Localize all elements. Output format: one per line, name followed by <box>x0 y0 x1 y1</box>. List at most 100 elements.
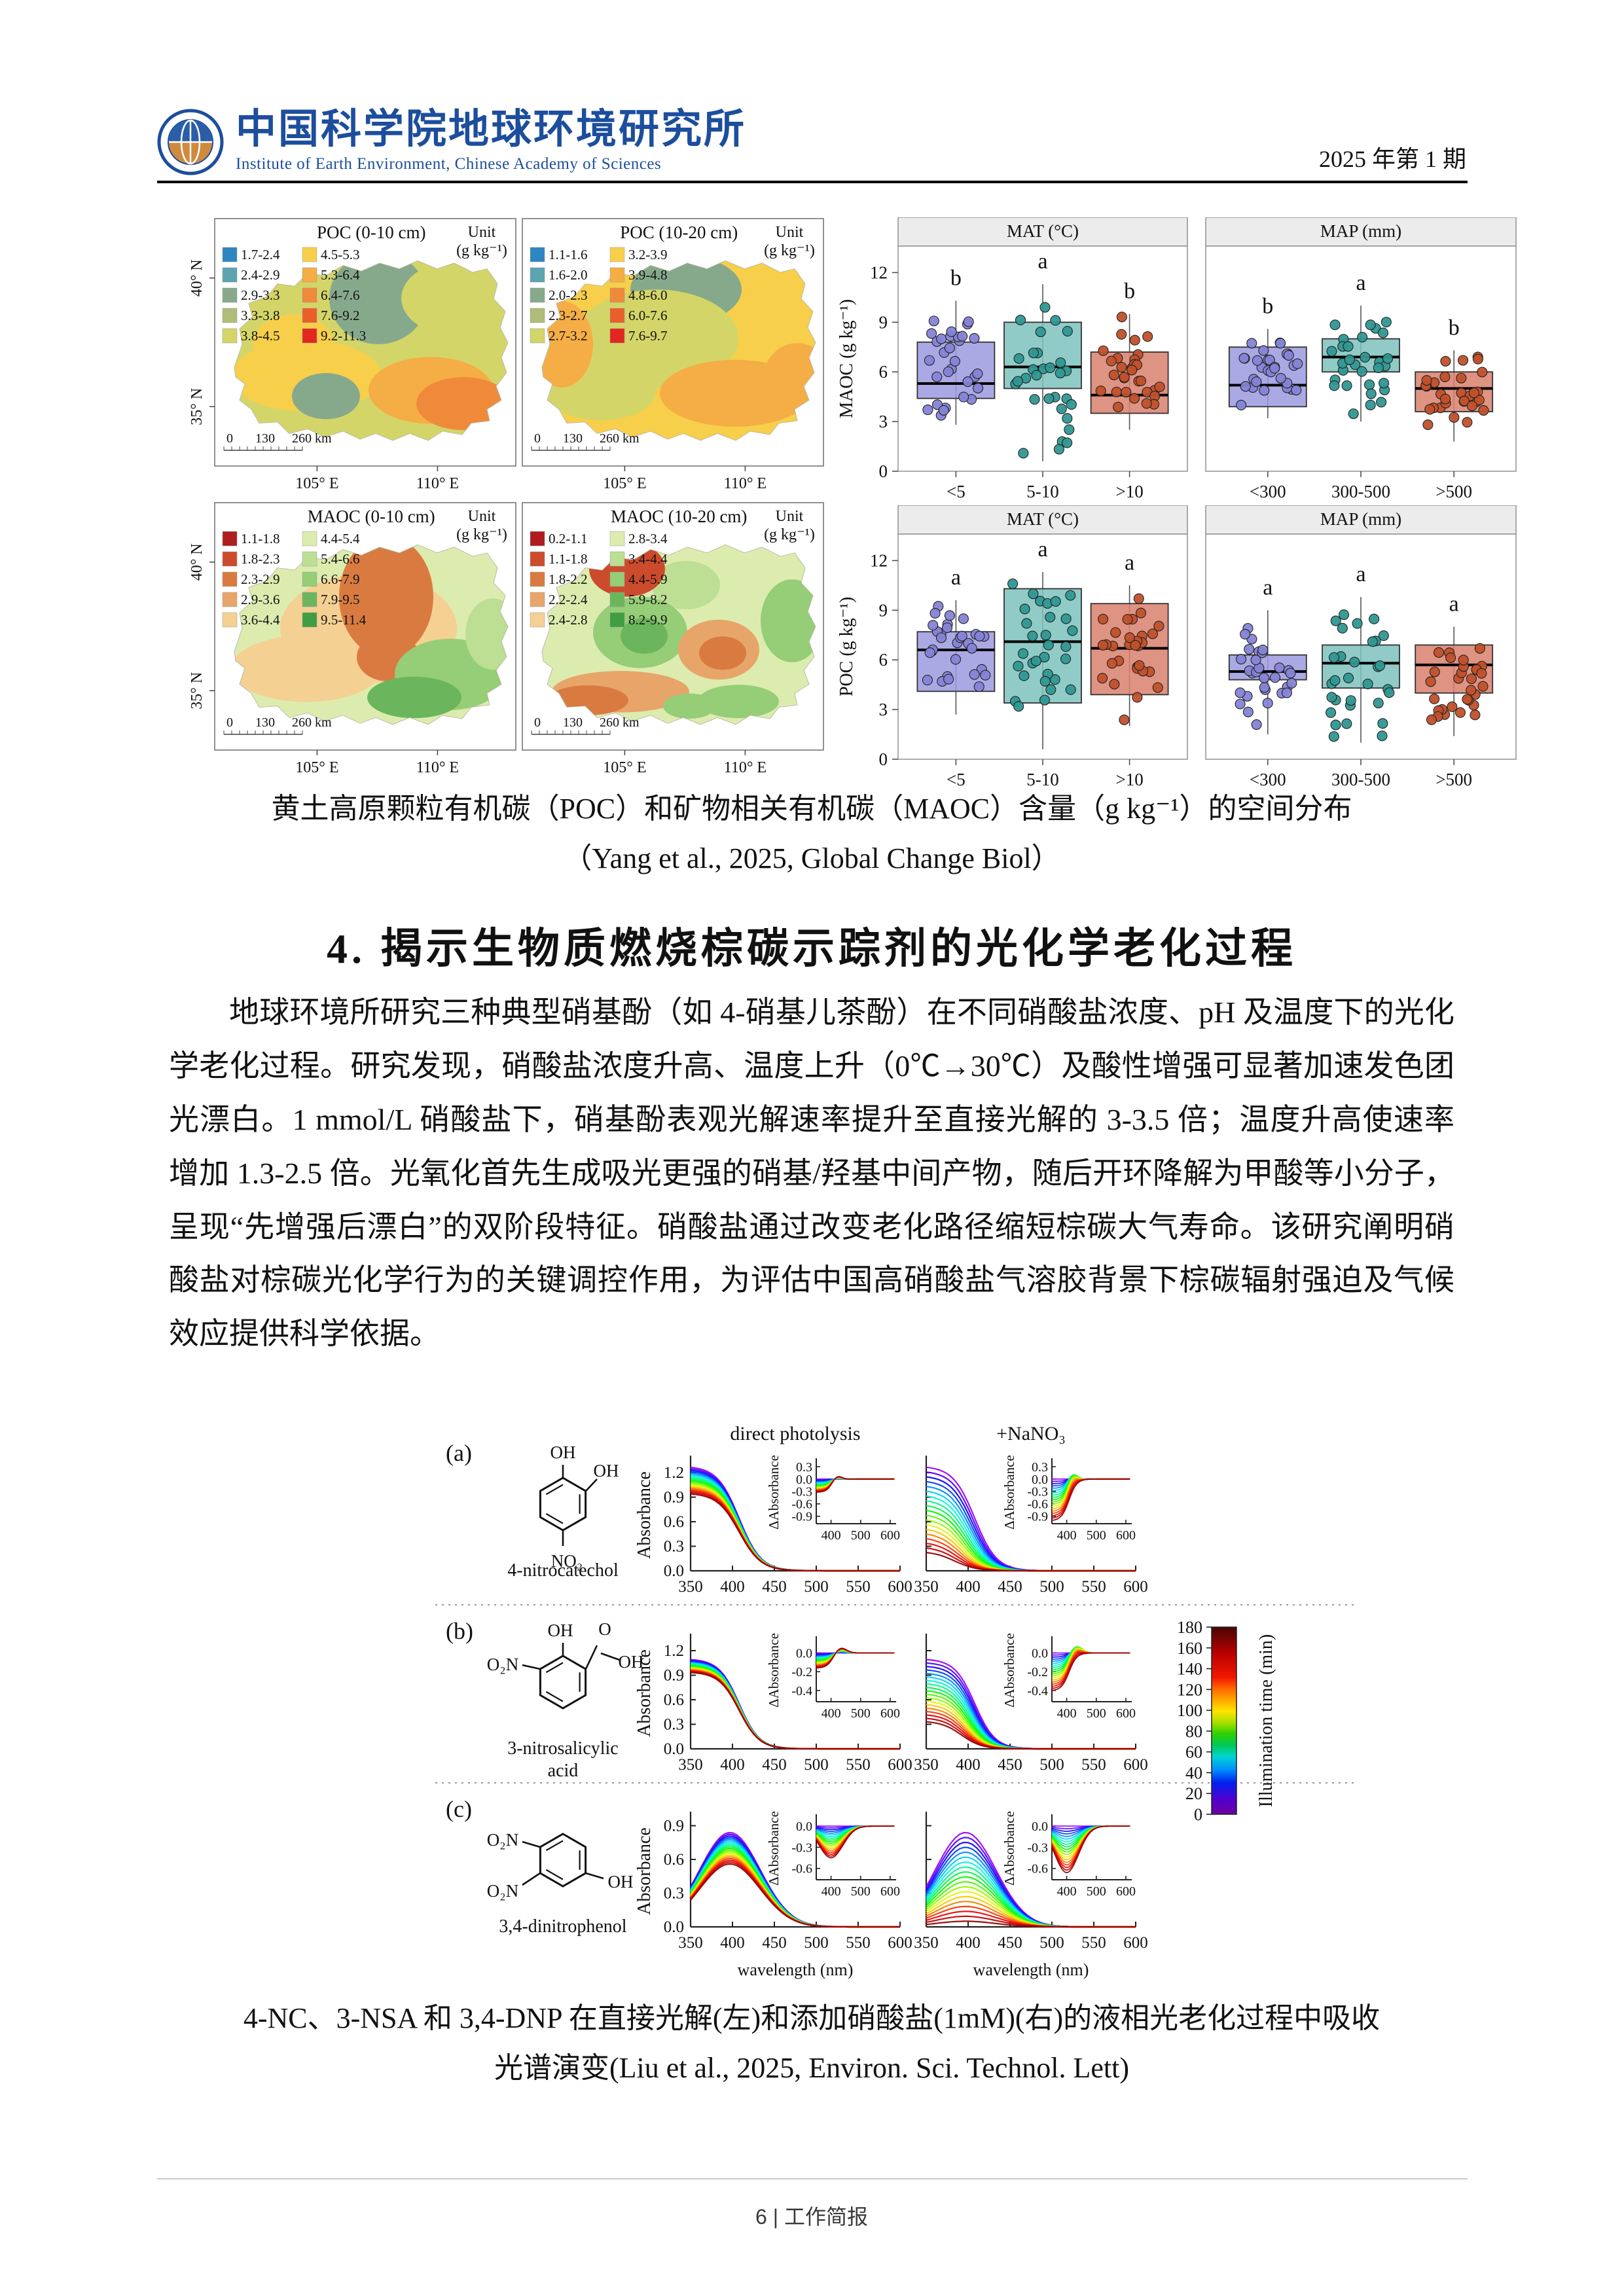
svg-text:-0.3: -0.3 <box>1027 1840 1048 1855</box>
svg-text:>10: >10 <box>1115 770 1143 789</box>
svg-text:4-nitrocatechol: 4-nitrocatechol <box>507 1560 619 1581</box>
map-maoc-0-10-cm-: MAOC (0-10 cm) Unit(g kg⁻¹) 1.1-1.8 1.8-2.3… <box>189 502 516 776</box>
svg-text:b: b <box>950 266 962 290</box>
figure-soil-carbon-maps: POC (0-10 cm) Unit (g kg⁻¹) 1.7-2.4 2.4-2.9 2… <box>185 216 829 784</box>
figure2-caption-line1: 4-NC、3-NSA 和 3,4-DNP 在直接光解(左)和添加硝酸盐(1mM)… <box>243 2002 1380 2034</box>
header-rule <box>157 181 1468 183</box>
svg-text:500: 500 <box>1087 1528 1106 1543</box>
svg-text:0: 0 <box>534 715 541 730</box>
svg-text:-0.9: -0.9 <box>1027 1510 1048 1524</box>
svg-text:3.6-4.4: 3.6-4.4 <box>241 612 280 628</box>
svg-text:3: 3 <box>879 700 888 719</box>
svg-text:6.6-7.9: 6.6-7.9 <box>321 571 360 587</box>
svg-text:40: 40 <box>1185 1763 1202 1782</box>
svg-text:1.1-1.6: 1.1-1.6 <box>549 247 588 262</box>
svg-text:600: 600 <box>880 1528 900 1543</box>
svg-text:POC (0-10 cm): POC (0-10 cm) <box>317 223 425 242</box>
svg-text:POC (10-20 cm): POC (10-20 cm) <box>620 223 738 242</box>
svg-text:MAT (°C): MAT (°C) <box>1007 509 1079 529</box>
map-maoc-10-20-cm-: MAOC (10-20 cm) Unit(g kg⁻¹) 0.2-1.1 1.1-1.… <box>522 502 824 776</box>
svg-text:60: 60 <box>1185 1743 1202 1762</box>
svg-text:a: a <box>1356 271 1365 295</box>
svg-text:105° E: 105° E <box>295 475 338 492</box>
svg-text:500: 500 <box>1087 1884 1106 1899</box>
svg-text:-0.6: -0.6 <box>1027 1498 1048 1512</box>
svg-text:400: 400 <box>1057 1706 1077 1721</box>
svg-text:OH: OH <box>550 1443 576 1462</box>
svg-text:b: b <box>1449 315 1460 340</box>
svg-text:6: 6 <box>879 362 888 382</box>
figure-soil-carbon-boxplots: MAT (°C) 0 3 6 9 12 MAOC (g kg⁻¹) b <5 a 5-10 b >10 M… <box>837 217 1523 791</box>
svg-text:2.3-2.9: 2.3-2.9 <box>241 571 280 587</box>
map-poc-0-10-cm-: POC (0-10 cm) Unit(g kg⁻¹) 1.7-2.4 2.4-2.9 2… <box>189 218 516 492</box>
figure-photolysis-spectra: (a) OH OH NO₂ 4-nitrocatechol 0.0 0.3 0.6 0.9 1.2… <box>429 1420 1515 1990</box>
svg-text:450: 450 <box>998 1934 1022 1952</box>
svg-text:0.3: 0.3 <box>664 1884 684 1902</box>
svg-text:-0.6: -0.6 <box>791 1498 812 1512</box>
svg-text:0.3: 0.3 <box>664 1538 684 1556</box>
svg-text:0: 0 <box>879 461 888 481</box>
svg-text:+NaNO₃: +NaNO₃ <box>996 1423 1066 1444</box>
svg-text:600: 600 <box>1116 1706 1136 1721</box>
svg-text:600: 600 <box>1116 1884 1136 1899</box>
svg-text:550: 550 <box>846 1578 871 1596</box>
body-paragraph: 地球环境所研究三种典型硝基酚（如 4-硝基儿茶酚）在不同硝酸盐浓度、pH 及温度… <box>169 996 1454 1351</box>
svg-text:260 km: 260 km <box>600 715 640 730</box>
svg-text:110° E: 110° E <box>724 475 767 492</box>
svg-text:450: 450 <box>762 1756 787 1774</box>
figure1-caption-line1: 黄土高原颗粒有机碳（POC）和矿物相关有机碳（MAOC）含量（g kg⁻¹）的空… <box>271 793 1352 825</box>
svg-text:500: 500 <box>1087 1706 1106 1721</box>
svg-text:0.3: 0.3 <box>664 1716 684 1734</box>
svg-text:600: 600 <box>888 1578 912 1596</box>
svg-text:1.8-2.3: 1.8-2.3 <box>241 551 280 567</box>
svg-text:5.4-6.6: 5.4-6.6 <box>321 551 360 567</box>
svg-text:a: a <box>1356 562 1365 586</box>
svg-text:3.3-3.8: 3.3-3.8 <box>241 308 280 323</box>
svg-text:0.0: 0.0 <box>1032 1473 1048 1487</box>
svg-text:-0.3: -0.3 <box>791 1485 812 1499</box>
svg-text:400: 400 <box>720 1578 745 1596</box>
svg-text:0: 0 <box>226 715 233 730</box>
svg-text:500: 500 <box>1039 1578 1064 1596</box>
svg-text:400: 400 <box>956 1934 981 1952</box>
svg-text:Illumination time (min): Illumination time (min) <box>1256 1634 1276 1807</box>
svg-text:0: 0 <box>879 749 888 769</box>
svg-text:35° N: 35° N <box>189 388 206 425</box>
svg-text:>10: >10 <box>1115 482 1143 501</box>
svg-text:260 km: 260 km <box>292 431 332 446</box>
svg-text:0.0: 0.0 <box>796 1473 812 1487</box>
svg-text:direct photolysis: direct photolysis <box>730 1423 860 1444</box>
svg-text:500: 500 <box>804 1934 829 1952</box>
svg-text:-0.9: -0.9 <box>791 1510 812 1524</box>
map-poc-10-20-cm-: POC (10-20 cm) Unit(g kg⁻¹) 1.1-1.6 1.6-2.0… <box>522 218 824 492</box>
svg-text:2.8-3.4: 2.8-3.4 <box>628 531 668 547</box>
svg-text:a: a <box>1038 249 1047 274</box>
svg-text:450: 450 <box>998 1578 1022 1596</box>
issue-number: 2025 年第 1 期 <box>1318 146 1466 172</box>
svg-text:9: 9 <box>879 600 888 620</box>
svg-text:140: 140 <box>1177 1660 1202 1679</box>
svg-text:0.6: 0.6 <box>664 1691 684 1709</box>
svg-text:OH: OH <box>608 1872 634 1892</box>
svg-text:110° E: 110° E <box>416 759 459 776</box>
svg-text:ΔAbsorbance: ΔAbsorbance <box>766 1811 782 1886</box>
svg-text:500: 500 <box>851 1706 871 1721</box>
svg-text:600: 600 <box>1123 1934 1148 1952</box>
svg-text:4.8-6.0: 4.8-6.0 <box>628 287 668 303</box>
svg-text:0.0: 0.0 <box>664 1562 684 1580</box>
svg-text:O: O <box>598 1619 611 1639</box>
svg-text:0.9: 0.9 <box>664 1489 684 1507</box>
svg-text:-0.6: -0.6 <box>791 1862 812 1876</box>
svg-text:(g kg⁻¹): (g kg⁻¹) <box>764 526 815 543</box>
svg-text:600: 600 <box>1116 1528 1136 1543</box>
svg-text:500: 500 <box>851 1884 871 1899</box>
svg-text:400: 400 <box>821 1528 841 1543</box>
svg-text:<5: <5 <box>947 482 965 501</box>
svg-text:400: 400 <box>1057 1884 1077 1899</box>
svg-text:105° E: 105° E <box>295 759 338 776</box>
svg-text:0.0: 0.0 <box>664 1918 684 1936</box>
svg-text:0.9: 0.9 <box>664 1667 684 1685</box>
svg-text:5.3-6.4: 5.3-6.4 <box>321 267 360 283</box>
svg-text:(g kg⁻¹): (g kg⁻¹) <box>764 242 815 259</box>
